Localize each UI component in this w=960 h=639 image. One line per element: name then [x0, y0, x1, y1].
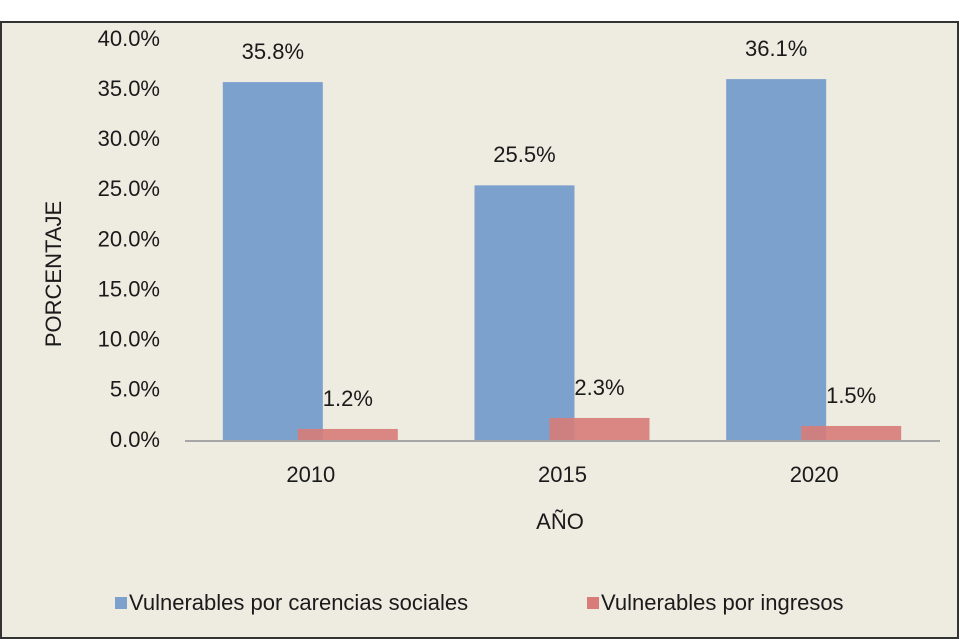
y-axis-title: PORCENTAJE — [41, 201, 66, 347]
bar — [801, 425, 902, 441]
bar — [297, 428, 398, 441]
data-label: 25.5% — [493, 142, 555, 167]
legend-swatch — [115, 597, 127, 609]
data-label: 1.5% — [826, 383, 876, 408]
top-strip — [0, 0, 960, 22]
x-tick-label: 2015 — [538, 462, 587, 487]
bar — [222, 82, 323, 441]
y-tick-label: 0.0% — [110, 427, 160, 452]
bar — [549, 417, 650, 441]
legend-swatch — [587, 597, 599, 609]
y-tick-label: 40.0% — [98, 26, 160, 51]
y-tick-label: 20.0% — [98, 226, 160, 251]
data-label: 36.1% — [745, 36, 807, 61]
x-tick-label: 2020 — [790, 462, 839, 487]
y-tick-label: 15.0% — [98, 276, 160, 301]
data-label: 2.3% — [574, 375, 624, 400]
y-tick-label: 25.0% — [98, 176, 160, 201]
x-tick-label: 2010 — [286, 462, 335, 487]
legend-label: Vulnerables por ingresos — [601, 590, 844, 615]
legend-label: Vulnerables por carencias sociales — [129, 590, 468, 615]
y-tick-label: 35.0% — [98, 76, 160, 101]
data-label: 1.2% — [323, 386, 373, 411]
y-tick-label: 5.0% — [110, 377, 160, 402]
bar — [474, 185, 575, 441]
bar — [726, 79, 827, 441]
y-tick-label: 30.0% — [98, 126, 160, 151]
y-tick-label: 10.0% — [98, 327, 160, 352]
x-axis-title: AÑO — [536, 509, 584, 534]
data-label: 35.8% — [242, 39, 304, 64]
